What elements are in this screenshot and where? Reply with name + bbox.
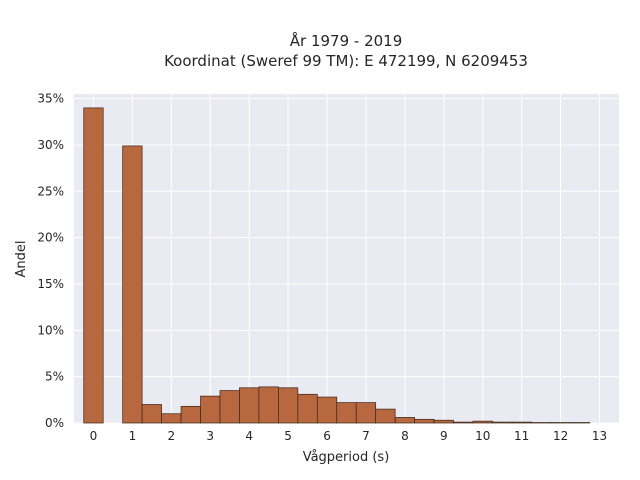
- bar-17: [433, 419, 454, 424]
- y-tick-label-1: 5%: [45, 370, 64, 384]
- bar-15: [394, 417, 415, 424]
- y-tick-label-3: 15%: [37, 277, 64, 291]
- y-tick-labels: 0% 5% 10% 15% 20% 25% 30% 35%: [37, 92, 64, 430]
- bar-6: [219, 390, 240, 424]
- bar-19: [472, 420, 493, 424]
- chart-title-line-1: År 1979 - 2019: [290, 31, 403, 50]
- x-tick-label-5: 5: [284, 429, 292, 443]
- y-tick-label-7: 35%: [37, 92, 64, 106]
- x-tick-label-13: 13: [592, 429, 607, 443]
- bar-4: [180, 405, 201, 424]
- bars: [83, 107, 591, 424]
- bar-14: [375, 408, 396, 424]
- x-tick-label-2: 2: [168, 429, 176, 443]
- y-tick-label-6: 30%: [37, 138, 64, 152]
- x-tick-label-8: 8: [401, 429, 409, 443]
- bar-18: [453, 421, 474, 424]
- x-tick-label-11: 11: [514, 429, 529, 443]
- x-tick-label-12: 12: [553, 429, 568, 443]
- bar-21: [511, 421, 532, 424]
- y-tick-label-5: 25%: [37, 184, 64, 198]
- x-tick-label-3: 3: [206, 429, 214, 443]
- x-tick-label-9: 9: [440, 429, 448, 443]
- bar-16: [414, 418, 435, 424]
- bar-5: [200, 395, 221, 424]
- x-tick-label-7: 7: [362, 429, 370, 443]
- bar-0: [83, 107, 104, 424]
- bar-20: [492, 421, 513, 424]
- bar-1: [122, 145, 143, 424]
- y-tick-label-4: 20%: [37, 231, 64, 245]
- bar-3: [161, 413, 182, 424]
- x-tick-labels: 0 1 2 3 4 5 6 7 8 9 10 11 12 13: [90, 429, 608, 443]
- bar-8: [258, 386, 279, 424]
- plot-area: [74, 94, 619, 423]
- grid-lines: [74, 94, 619, 424]
- bar-7: [239, 387, 260, 424]
- bar-12: [336, 402, 357, 424]
- y-axis-label: Andel: [14, 241, 29, 278]
- x-tick-label-4: 4: [245, 429, 253, 443]
- bar-11: [316, 396, 338, 424]
- bar-9: [278, 387, 299, 424]
- y-tick-label-0: 0%: [45, 416, 64, 430]
- x-tick-label-0: 0: [90, 429, 98, 443]
- bar-10: [297, 393, 318, 424]
- x-axis-label: Vågperiod (s): [303, 450, 390, 465]
- bar-13: [355, 402, 377, 424]
- x-tick-label-6: 6: [323, 429, 331, 443]
- x-tick-label-10: 10: [475, 429, 490, 443]
- bar-2: [141, 404, 162, 424]
- y-tick-label-2: 10%: [37, 323, 64, 337]
- chart-title-line-2: Koordinat (Sweref 99 TM): E 472199, N 62…: [164, 52, 528, 70]
- x-tick-label-1: 1: [129, 429, 137, 443]
